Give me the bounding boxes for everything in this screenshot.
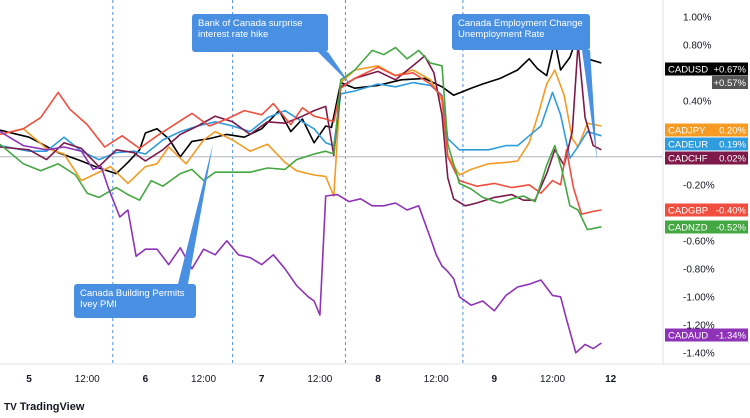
- badge-value: -0.40%: [716, 205, 747, 216]
- series-line-cadnzd: [0, 46, 602, 231]
- badge-symbol-bg: [665, 203, 712, 217]
- x-tick-label: 12:00: [191, 374, 216, 385]
- badge-symbol: CADNZD: [668, 222, 708, 233]
- badge-cadgbp: CADGBP -0.40%: [665, 203, 748, 217]
- badge-symbol-bg: [665, 123, 712, 137]
- badge-symbol-bg: [665, 151, 712, 165]
- badge-value: -1.34%: [716, 330, 747, 341]
- badge-symbol: CADEUR: [668, 139, 708, 150]
- badge-value: 0.20%: [719, 125, 746, 136]
- x-tick-label: 12:00: [540, 374, 565, 385]
- annotation-building-permits: Canada Building Permits Ivey PMI: [74, 284, 196, 318]
- badge-value: 0.19%: [719, 139, 746, 150]
- y-tick-label: -1.20%: [683, 320, 715, 331]
- y-tick-label: -0.60%: [683, 236, 715, 247]
- y-tick-label: -0.20%: [683, 180, 715, 191]
- y-tick-label: 1.00%: [683, 12, 711, 23]
- x-tick-label: 12:00: [307, 374, 332, 385]
- annotation-boc-rate-hike: Bank of Canada surprise interest rate hi…: [192, 14, 328, 52]
- badge-symbol: CADJPY: [668, 125, 706, 136]
- badge-symbol-bg: [665, 137, 712, 151]
- x-tick-label: 9: [492, 374, 498, 385]
- series-line-cadaud: [0, 130, 602, 354]
- badge-value-bg: [712, 137, 748, 151]
- x-tick-label: 12:00: [424, 374, 449, 385]
- x-tick-label: 12: [605, 374, 617, 385]
- badge-symbol: CADCHF: [668, 153, 708, 164]
- y-tick-label: 0.80%: [683, 40, 711, 51]
- time-axis[interactable]: 5 12:00 6 12:00 7 12:00 8 12:00 9 12:00 12: [26, 374, 616, 385]
- annotation-text: Canada Building Permits Ivey PMI: [80, 288, 185, 310]
- badge-cadjpy: CADJPY 0.20%: [665, 123, 748, 137]
- series-line-cadgbp: [0, 66, 602, 215]
- badge-symbol-bg: [665, 220, 712, 234]
- badge-value-bg: [712, 328, 748, 342]
- series-badges: CADUSD +0.67% +0.57% CADJPY 0.20% CADEUR 0.19%…: [665, 62, 748, 342]
- badge-secondary-value: +0.57%: [714, 78, 747, 89]
- badge-value-bg: [712, 203, 748, 217]
- series-line-cadjpy: [0, 65, 602, 197]
- series-layer: [0, 32, 602, 354]
- footer: TV TradingView: [0, 396, 84, 418]
- price-axis[interactable]: 1.00% 0.80% 0.40% -0.20% -0.60% -0.80% -1.00% -…: [683, 12, 715, 359]
- y-tick-label: -0.80%: [683, 264, 715, 275]
- badge-secondary-bg: [712, 76, 748, 89]
- badge-value-bg: [712, 220, 748, 234]
- x-tick-label: 7: [259, 374, 265, 385]
- badge-cadnzd: CADNZD -0.52%: [665, 220, 748, 234]
- badge-cadaud: CADAUD -1.34%: [665, 328, 748, 342]
- badge-value-bg: [712, 123, 748, 137]
- annotation-text: Bank of Canada surprise interest rate hi…: [198, 18, 303, 40]
- tradingview-logo-icon: TV: [4, 401, 17, 413]
- x-tick-label: 5: [26, 374, 32, 385]
- badge-symbol: CADUSD: [668, 64, 708, 75]
- x-tick-label: 8: [375, 374, 381, 385]
- annotation-text: Canada Employment Change Unemployment Ra…: [458, 18, 583, 40]
- badge-value: 0.02%: [719, 153, 746, 164]
- badge-symbol-bg: [665, 62, 712, 76]
- badge-cadeur: CADEUR 0.19%: [665, 137, 748, 151]
- badge-value-bg: [712, 151, 748, 165]
- x-tick-label: 12:00: [75, 374, 100, 385]
- badge-cadchf: CADCHF 0.02%: [665, 151, 748, 165]
- y-tick-label: -1.40%: [683, 348, 715, 359]
- badge-symbol: CADGBP: [668, 205, 708, 216]
- annotation-employment-change: Canada Employment Change Unemployment Ra…: [452, 14, 590, 50]
- badge-value: +0.67%: [714, 64, 747, 75]
- badge-cadusd: CADUSD +0.67% +0.57%: [665, 62, 748, 89]
- tradingview-wordmark[interactable]: TradingView: [19, 401, 85, 413]
- badge-value-bg: [712, 62, 748, 76]
- badge-symbol-bg: [665, 328, 712, 342]
- y-tick-label: -1.00%: [683, 292, 715, 303]
- x-tick-label: 6: [143, 374, 149, 385]
- badge-value: -0.52%: [716, 222, 747, 233]
- badge-symbol: CADAUD: [668, 330, 708, 341]
- y-tick-label: 0.40%: [683, 96, 711, 107]
